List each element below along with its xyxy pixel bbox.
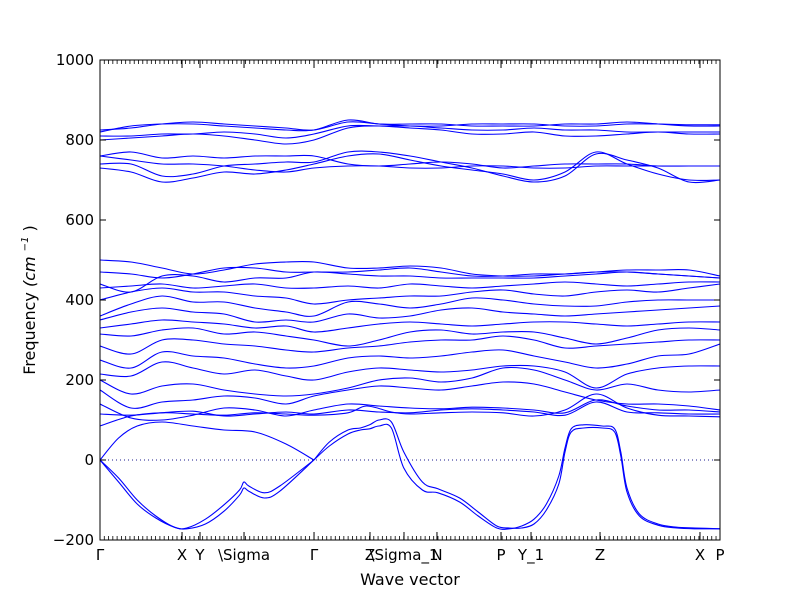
band-line-25 (100, 155, 720, 173)
band-line-29 (100, 119, 720, 133)
x-tick-label: P (715, 546, 724, 564)
x-tick-label: X (695, 546, 705, 564)
x-axis-title: Wave vector (360, 570, 460, 589)
x-tick-label: Y_1 (517, 546, 544, 565)
band-line-4 (313, 423, 720, 530)
band-line-7 (100, 401, 720, 417)
band-line-23 (100, 151, 720, 183)
y-tick-label: 800 (65, 131, 94, 149)
x-tick-labels: Γ X Y \Sigma Γ Z\Sigma_1N P Y_1 Z X P (96, 546, 725, 565)
y-tick-label: 600 (65, 211, 94, 229)
x-tick-label: X (177, 546, 187, 564)
band-line-21 (100, 266, 720, 279)
y-tick-label: 0 (84, 451, 94, 469)
x-tick-label: Z (365, 546, 375, 564)
band-line-27 (100, 125, 720, 145)
band-lines (100, 119, 720, 530)
y-tick-labels: −200 0 200 400 600 800 1000 (53, 51, 94, 549)
y-axis-title-unit-exponent: −1 (20, 237, 31, 252)
band-line-11 (100, 361, 720, 389)
y-tick-label: −200 (53, 531, 94, 549)
x-tick-label: P (496, 546, 505, 564)
y-axis-title-text: Frequency (20, 287, 39, 375)
band-line-18 (100, 283, 720, 305)
y-axis-title: Frequency (cm −1 ) (13, 225, 39, 375)
x-tick-label: Γ (310, 546, 319, 564)
band-line-17 (100, 295, 720, 317)
band-line-13 (100, 335, 720, 355)
band-line-14 (100, 327, 720, 347)
band-line-1 (100, 459, 315, 530)
band-line-2 (100, 459, 315, 530)
band-line-5 (313, 418, 720, 530)
band-line-10 (100, 366, 720, 397)
band-line-16 (100, 305, 720, 323)
band-line-15 (100, 319, 720, 333)
band-line-22 (100, 259, 720, 279)
y-tick-label: 200 (65, 371, 94, 389)
x-tick-label: \Sigma (218, 546, 270, 564)
y-tick-label: 400 (65, 291, 94, 309)
band-line-8 (100, 399, 720, 421)
x-tick-label: Γ (96, 546, 105, 564)
band-line-26 (100, 151, 720, 169)
band-line-24 (100, 150, 720, 184)
band-line-9 (100, 381, 720, 411)
band-line-3 (100, 421, 315, 461)
axis-ticks (99, 59, 721, 541)
y-tick-label: 1000 (56, 51, 94, 69)
band-line-12 (100, 343, 720, 369)
y-axis-title-unit: (cm (20, 256, 39, 287)
x-tick-label: N (431, 546, 442, 564)
x-tick-label: Y (194, 546, 205, 564)
band-line-19 (100, 281, 720, 289)
x-tick-label: Z (595, 546, 605, 564)
band-line-6 (100, 393, 720, 427)
x-tick-label: \Sigma_1 (369, 546, 438, 565)
band-line-30 (100, 121, 720, 131)
y-axis-title-unit-close: ) (20, 225, 39, 231)
